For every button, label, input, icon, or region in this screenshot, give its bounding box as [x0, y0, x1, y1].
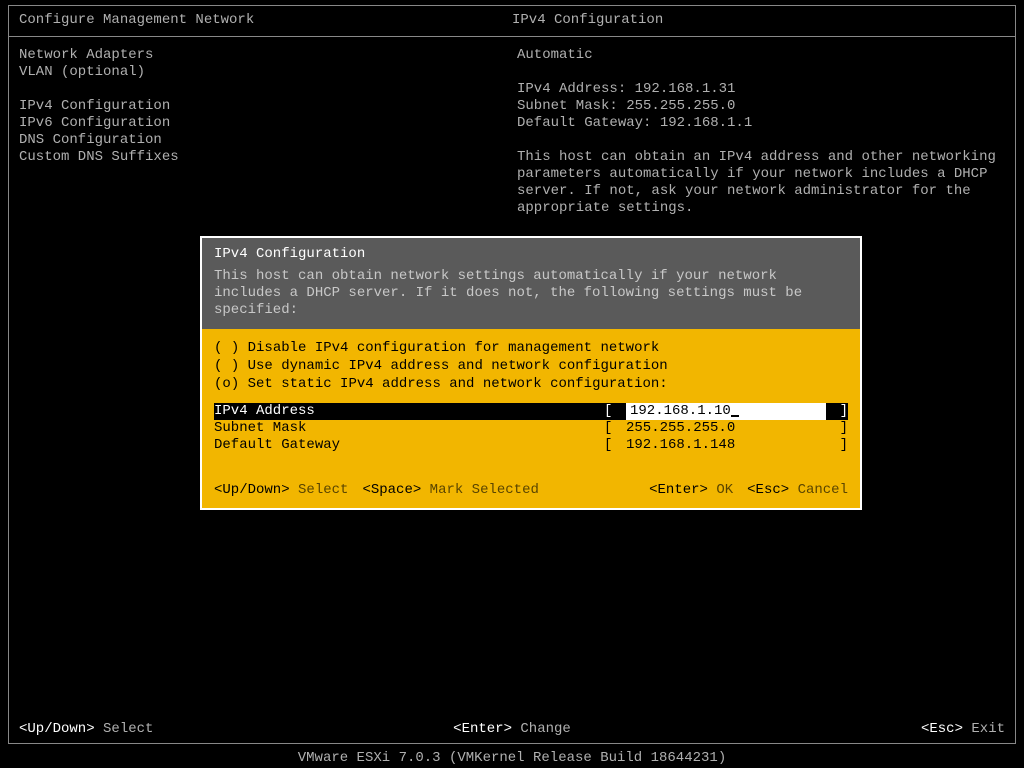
menu-column: Network Adapters VLAN (optional) IPv4 Co… [19, 47, 517, 217]
detail-ipv4-address: IPv4 Address: 192.168.1.31 [517, 81, 1005, 98]
dialog-key: <Up/Down> [214, 482, 290, 498]
detail-column: Automatic IPv4 Address: 192.168.1.31 Sub… [517, 47, 1005, 217]
text-cursor-icon [731, 404, 739, 417]
detail-desc-2: parameters automatically if your network… [517, 166, 1005, 183]
menu-item-ipv6-config[interactable]: IPv6 Configuration [19, 115, 507, 132]
dialog-title: IPv4 Configuration [214, 246, 848, 262]
dialog-action: Mark Selected [430, 482, 539, 498]
radio-mark [222, 358, 230, 374]
dialog-action: Select [298, 482, 348, 498]
detail-desc-1: This host can obtain an IPv4 address and… [517, 149, 1005, 166]
menu-item-ipv4-config[interactable]: IPv4 Configuration [19, 98, 507, 115]
field-label: Subnet Mask [214, 420, 604, 437]
field-bracket-right: ] [826, 420, 848, 437]
detail-subnet-mask: Subnet Mask: 255.255.255.0 [517, 98, 1005, 115]
dialog-desc-3: specified: [214, 302, 848, 319]
detail-mode: Automatic [517, 47, 1005, 64]
radio-label: Set static IPv4 address and network conf… [248, 376, 668, 392]
footer-enter-key: <Enter> [453, 721, 512, 737]
radio-dynamic-ipv4[interactable]: ( ) Use dynamic IPv4 address and network… [214, 357, 848, 375]
radio-static-ipv4[interactable]: (o) Set static IPv4 address and network … [214, 375, 848, 393]
field-label: IPv4 Address [214, 403, 604, 420]
field-default-gateway[interactable]: Default Gateway [ 192.168.1.148 ] [214, 437, 848, 454]
dialog-key: <Enter> [649, 482, 708, 498]
dialog-action: Cancel [798, 482, 848, 498]
dialog-footer: <Up/Down> Select <Space> Mark Selected <… [202, 476, 860, 508]
main-footer: <Up/Down> Select <Enter> Change <Esc> Ex… [19, 721, 1005, 737]
dialog-header: IPv4 Configuration This host can obtain … [202, 238, 860, 329]
footer-esc-action: Exit [971, 721, 1005, 737]
detail-desc-3: server. If not, ask your network adminis… [517, 183, 1005, 200]
dialog-body: ( ) Disable IPv4 configuration for manag… [202, 329, 860, 476]
dialog-footer-enter: <Enter> OK [649, 482, 733, 498]
field-bracket-right: ] [826, 403, 848, 420]
dialog-footer-esc: <Esc> Cancel [747, 482, 848, 498]
field-bracket-left: [ [604, 437, 626, 454]
radio-disable-ipv4[interactable]: ( ) Disable IPv4 configuration for manag… [214, 339, 848, 357]
menu-item-network-adapters[interactable]: Network Adapters [19, 47, 507, 64]
dialog-footer-updown: <Up/Down> Select [214, 482, 348, 498]
footer-esc-key: <Esc> [921, 721, 963, 737]
field-value-text: 192.168.1.10 [630, 403, 731, 419]
field-block: IPv4 Address [ 192.168.1.10 ] Subnet Mas… [214, 403, 848, 454]
field-bracket-left: [ [604, 403, 626, 420]
footer-esc: <Esc> Exit [921, 721, 1005, 737]
page-title-right: IPv4 Configuration [512, 12, 1005, 28]
menu-item-custom-dns-suffixes[interactable]: Custom DNS Suffixes [19, 149, 507, 166]
detail-spacer [517, 132, 1005, 149]
radio-mark: o [222, 376, 230, 392]
field-value[interactable]: 255.255.255.0 [626, 420, 826, 437]
radio-label: Use dynamic IPv4 address and network con… [248, 358, 668, 374]
menu-item-dns-config[interactable]: DNS Configuration [19, 132, 507, 149]
dialog-key: <Esc> [747, 482, 789, 498]
dialog-desc-1: This host can obtain network settings au… [214, 268, 848, 285]
dialog-footer-left: <Up/Down> Select <Space> Mark Selected [214, 482, 539, 498]
field-bracket-left: [ [604, 420, 626, 437]
content-row: Network Adapters VLAN (optional) IPv4 Co… [9, 37, 1015, 227]
dialog-footer-space: <Space> Mark Selected [362, 482, 538, 498]
footer-enter-action: Change [520, 721, 570, 737]
ipv4-configuration-dialog: IPv4 Configuration This host can obtain … [200, 236, 862, 510]
detail-spacer [517, 64, 1005, 81]
dialog-key: <Space> [362, 482, 421, 498]
detail-desc-4: appropriate settings. [517, 200, 1005, 217]
field-label: Default Gateway [214, 437, 604, 454]
footer-updown-action: Select [103, 721, 153, 737]
menu-item-vlan[interactable]: VLAN (optional) [19, 64, 507, 81]
dialog-action: OK [716, 482, 733, 498]
detail-default-gateway: Default Gateway: 192.168.1.1 [517, 115, 1005, 132]
footer-updown-key: <Up/Down> [19, 721, 95, 737]
field-subnet-mask[interactable]: Subnet Mask [ 255.255.255.0 ] [214, 420, 848, 437]
dialog-footer-right: <Enter> OK <Esc> Cancel [649, 482, 848, 498]
status-bar: VMware ESXi 7.0.3 (VMKernel Release Buil… [0, 750, 1024, 766]
footer-enter: <Enter> Change [453, 721, 571, 737]
dialog-desc-2: includes a DHCP server. If it does not, … [214, 285, 848, 302]
field-value[interactable]: 192.168.1.148 [626, 437, 826, 454]
radio-label: Disable IPv4 configuration for managemen… [248, 340, 660, 356]
header-row: Configure Management Network IPv4 Config… [9, 6, 1015, 37]
field-bracket-right: ] [826, 437, 848, 454]
page-title-left: Configure Management Network [19, 12, 512, 28]
field-ipv4-address[interactable]: IPv4 Address [ 192.168.1.10 ] [214, 403, 848, 420]
footer-updown: <Up/Down> Select [19, 721, 153, 737]
field-value[interactable]: 192.168.1.10 [626, 403, 826, 420]
radio-mark [222, 340, 230, 356]
menu-spacer [19, 81, 507, 98]
